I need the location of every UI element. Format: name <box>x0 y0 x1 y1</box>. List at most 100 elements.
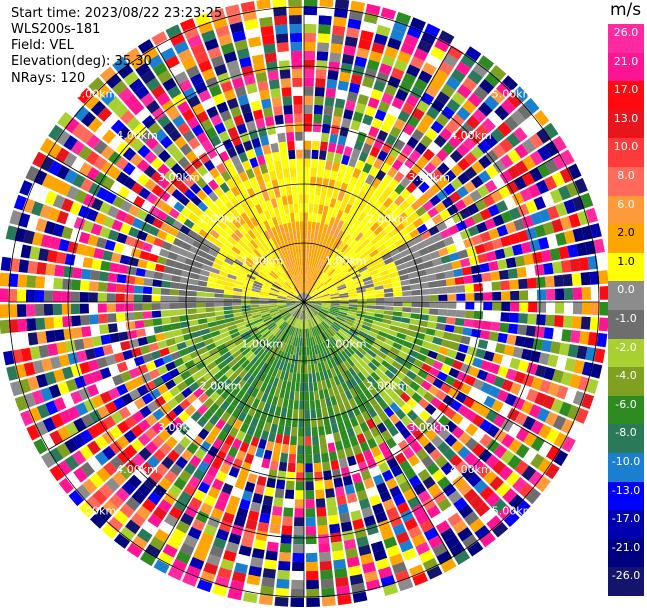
range-gate-cell <box>318 426 325 436</box>
range-gate-cell <box>392 282 402 288</box>
range-gate-cell <box>375 294 384 298</box>
range-gate-cell <box>129 339 140 349</box>
range-gate-cell <box>306 499 315 508</box>
range-gate-cell <box>241 299 250 302</box>
colorbar-tick-label: 2.0 <box>608 227 644 239</box>
range-gate-cell <box>394 297 403 302</box>
range-gate-cell <box>99 271 109 281</box>
range-gate-cell <box>328 442 336 452</box>
range-gate-cell <box>429 288 438 295</box>
range-gate-cell <box>299 203 304 212</box>
range-gate-cell <box>295 213 300 222</box>
range-gate-cell <box>44 317 54 329</box>
range-gate-cell <box>99 324 109 334</box>
range-gate-cell <box>313 454 321 464</box>
range-gate-cell <box>341 63 353 74</box>
range-gate-cell <box>438 295 447 301</box>
range-gate-cell <box>275 115 284 125</box>
range-gate-cell <box>161 317 171 324</box>
range-gate-cell <box>320 399 326 409</box>
range-gate-cell <box>464 319 474 327</box>
range-gate-cell <box>581 272 591 285</box>
range-gate-cell <box>288 0 302 6</box>
range-gate-cell <box>297 454 304 463</box>
range-gate-cell <box>304 338 306 347</box>
range-gate-cell <box>304 0 318 6</box>
range-gate-cell <box>449 342 460 351</box>
range-gate-cell <box>330 532 342 542</box>
range-gate-cell <box>265 116 275 126</box>
range-gate-cell <box>116 313 126 322</box>
range-gate-cell <box>376 298 385 302</box>
range-gate-cell <box>527 314 537 325</box>
range-gate-cell <box>455 277 465 285</box>
range-gate-cell <box>271 515 282 525</box>
range-gate-cell <box>339 163 348 173</box>
range-gate-cell <box>269 524 280 534</box>
range-gate-cell <box>275 597 289 607</box>
range-gate-cell <box>143 311 153 319</box>
range-gate-cell <box>447 286 457 293</box>
range-gate-cell <box>164 331 174 339</box>
range-gate-cell <box>259 90 270 101</box>
range-gate-cell <box>299 212 303 221</box>
range-gate-cell <box>262 35 275 46</box>
range-gate-cell <box>304 212 308 221</box>
range-label: 1.00km <box>242 338 284 351</box>
range-gate-cell <box>281 78 291 88</box>
range-gate-cell <box>265 487 275 497</box>
range-gate-cell <box>98 293 107 302</box>
range-gate-cell <box>161 281 171 288</box>
range-gate-cell <box>314 472 323 482</box>
range-gate-cell <box>26 304 35 317</box>
range-gate-cell <box>276 124 285 134</box>
range-gate-cell <box>35 318 45 330</box>
range-gate-cell <box>506 334 516 345</box>
range-gate-cell <box>385 302 394 306</box>
range-gate-cell <box>311 159 318 168</box>
range-gate-cell <box>270 143 279 153</box>
range-gate-cell <box>241 305 250 308</box>
range-gate-cell <box>500 312 510 322</box>
range-gate-cell <box>291 60 302 69</box>
range-gate-cell <box>438 302 447 308</box>
range-gate-cell <box>272 97 282 107</box>
range-gate-cell <box>300 221 304 230</box>
range-gate-cell <box>89 281 99 291</box>
range-gate-cell <box>153 318 163 326</box>
range-gate-cell <box>546 302 555 313</box>
range-gate-cell <box>304 141 311 150</box>
range-gate-cell <box>164 266 174 274</box>
range-gate-cell <box>136 268 146 277</box>
range-gate-cell <box>326 434 334 444</box>
range-gate-cell <box>305 401 310 410</box>
range-gate-cell <box>307 239 310 248</box>
range-gate-cell <box>205 298 214 302</box>
range-gate-cell <box>255 118 265 129</box>
range-gate-cell <box>308 221 312 230</box>
range-gate-cell <box>322 462 331 472</box>
range-gate-cell <box>322 124 331 134</box>
range-gate-cell <box>451 260 461 269</box>
range-gate-cell <box>294 508 304 517</box>
range-gate-cell <box>272 152 280 162</box>
range-gate-cell <box>313 382 318 391</box>
range-gate-cell <box>127 330 137 339</box>
range-gate-cell <box>293 535 304 544</box>
range-gate-cell <box>287 195 293 205</box>
range-gate-cell <box>223 303 232 307</box>
range-gate-cell <box>292 562 304 571</box>
range-gate-cell <box>206 293 215 298</box>
range-gate-cell <box>564 288 573 300</box>
range-gate-cell <box>214 303 223 307</box>
range-gate-cell <box>315 78 325 88</box>
range-gate-cell <box>197 286 207 292</box>
range-gate-cell <box>286 186 292 196</box>
range-gate-cell <box>424 335 434 343</box>
range-gate-cell <box>125 294 134 302</box>
range-gate-cell <box>325 97 335 107</box>
range-gate-cell <box>284 498 294 508</box>
range-gate-cell <box>232 303 241 306</box>
range-gate-cell <box>305 427 311 436</box>
range-gate-cell <box>319 390 325 400</box>
